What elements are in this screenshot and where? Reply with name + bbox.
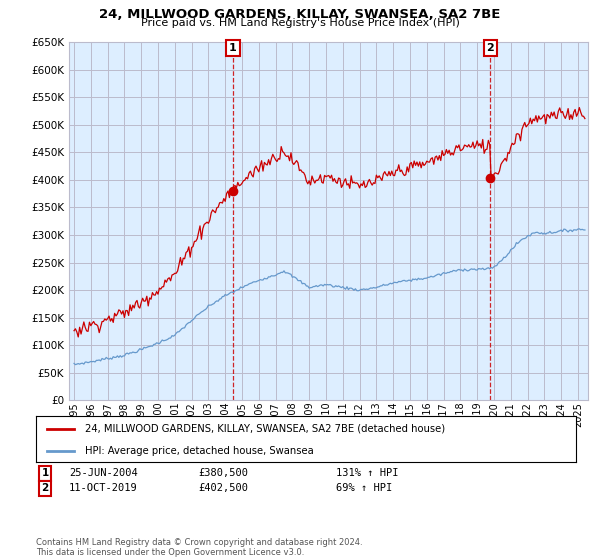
- Text: 1: 1: [229, 43, 237, 53]
- Text: £402,500: £402,500: [198, 483, 248, 493]
- Text: 131% ↑ HPI: 131% ↑ HPI: [336, 468, 398, 478]
- Text: 2: 2: [41, 483, 49, 493]
- Text: Contains HM Land Registry data © Crown copyright and database right 2024.
This d: Contains HM Land Registry data © Crown c…: [36, 538, 362, 557]
- Text: HPI: Average price, detached house, Swansea: HPI: Average price, detached house, Swan…: [85, 446, 313, 455]
- Text: Price paid vs. HM Land Registry's House Price Index (HPI): Price paid vs. HM Land Registry's House …: [140, 18, 460, 29]
- Text: 69% ↑ HPI: 69% ↑ HPI: [336, 483, 392, 493]
- Text: 11-OCT-2019: 11-OCT-2019: [69, 483, 138, 493]
- Text: 1: 1: [41, 468, 49, 478]
- Text: £380,500: £380,500: [198, 468, 248, 478]
- Text: 2: 2: [487, 43, 494, 53]
- Text: 25-JUN-2004: 25-JUN-2004: [69, 468, 138, 478]
- Text: 24, MILLWOOD GARDENS, KILLAY, SWANSEA, SA2 7BE (detached house): 24, MILLWOOD GARDENS, KILLAY, SWANSEA, S…: [85, 424, 445, 434]
- Text: 24, MILLWOOD GARDENS, KILLAY, SWANSEA, SA2 7BE: 24, MILLWOOD GARDENS, KILLAY, SWANSEA, S…: [100, 8, 500, 21]
